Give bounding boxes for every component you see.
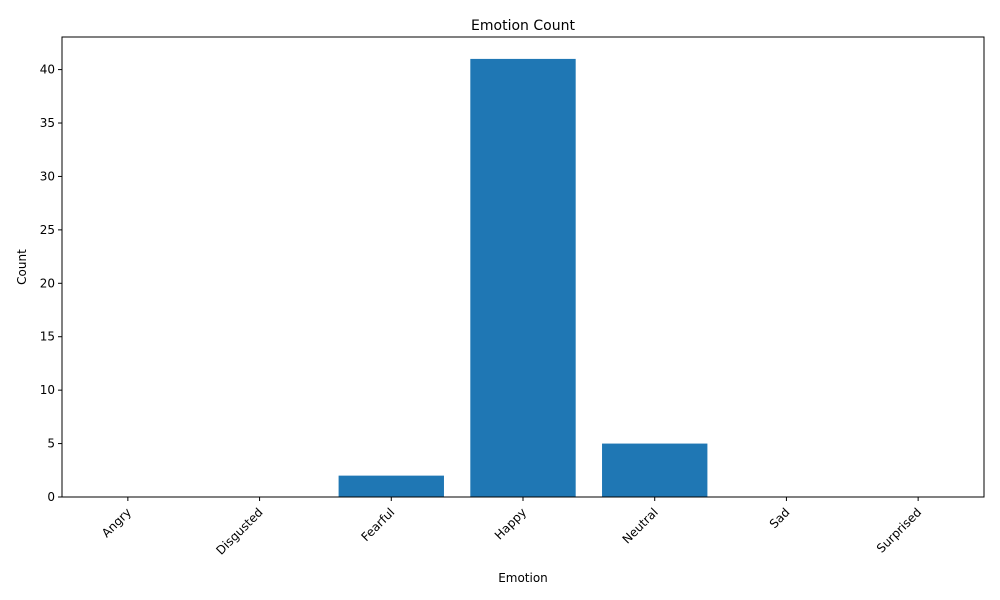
x-tick-label: Disgusted <box>213 505 265 557</box>
x-axis-label: Emotion <box>498 571 548 585</box>
y-tick-label: 25 <box>40 223 55 237</box>
x-tick-label: Sad <box>767 505 793 531</box>
y-tick-label: 40 <box>40 63 55 77</box>
y-tick-label: 10 <box>40 383 55 397</box>
y-tick-label: 15 <box>40 330 55 344</box>
y-tick-label: 5 <box>47 437 55 451</box>
x-tick-label: Fearful <box>358 505 397 544</box>
x-tick-label: Neutral <box>620 505 661 546</box>
bar-happy <box>470 58 576 498</box>
x-tick-label: Angry <box>99 505 134 540</box>
x-tick-label: Happy <box>492 505 529 542</box>
y-axis: 0 5 10 15 20 25 30 35 40 <box>40 63 62 504</box>
bars-group <box>338 58 708 498</box>
y-tick-label: 30 <box>40 169 55 183</box>
bar-fearful <box>338 475 444 497</box>
chart-title: Emotion Count <box>471 18 575 34</box>
y-tick-label: 35 <box>40 116 55 130</box>
plot-frame <box>61 36 985 498</box>
bar-neutral <box>602 443 708 497</box>
x-tick-label: Surprised <box>874 505 924 555</box>
y-tick-label: 0 <box>47 490 55 504</box>
y-axis-label: Count <box>15 249 29 285</box>
y-tick-label: 20 <box>40 276 55 290</box>
x-axis: Angry Disgusted Fearful Happy Neutral Sad Surp… <box>99 497 924 558</box>
